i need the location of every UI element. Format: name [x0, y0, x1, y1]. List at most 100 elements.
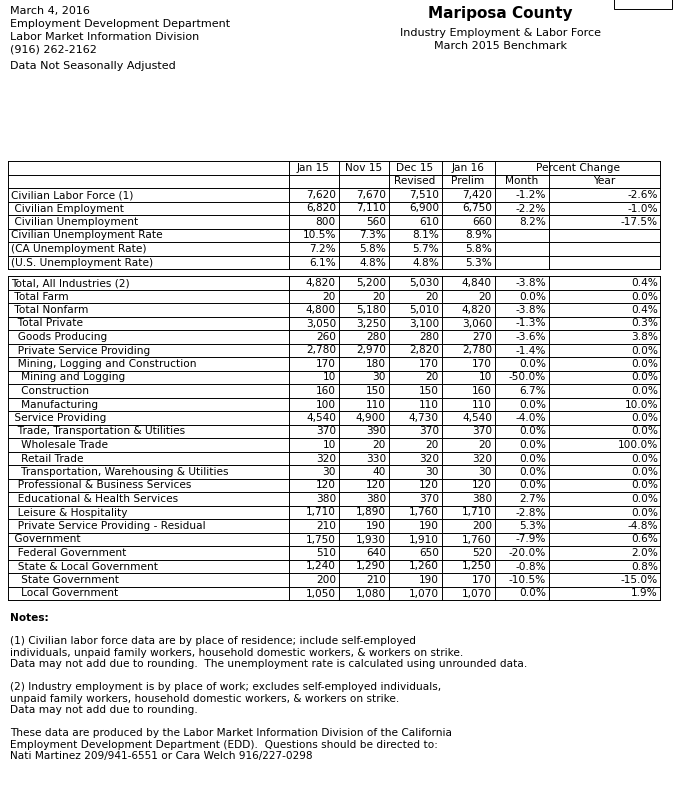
Text: 2,970: 2,970: [356, 345, 386, 356]
Text: 0.0%: 0.0%: [519, 359, 546, 369]
Text: Employment Development Department (EDD).  Questions should be directed to:: Employment Development Department (EDD).…: [10, 740, 438, 749]
Text: 5.3%: 5.3%: [465, 257, 492, 268]
Text: 120: 120: [419, 480, 439, 491]
Text: 650: 650: [419, 548, 439, 558]
Text: Total Private: Total Private: [11, 319, 83, 328]
Text: 200: 200: [316, 575, 336, 585]
Text: 7,420: 7,420: [462, 190, 492, 200]
Text: 0.0%: 0.0%: [519, 454, 546, 463]
Text: Prelim: Prelim: [452, 177, 485, 186]
Text: Total, All Industries (2): Total, All Industries (2): [11, 278, 130, 288]
Text: 0.0%: 0.0%: [519, 480, 546, 491]
Text: 0.0%: 0.0%: [519, 440, 546, 450]
Text: 210: 210: [316, 521, 336, 531]
Text: 7,110: 7,110: [356, 204, 386, 213]
Text: 5,030: 5,030: [409, 278, 439, 288]
Text: Notes:: Notes:: [10, 613, 49, 623]
Text: 370: 370: [419, 427, 439, 436]
Text: 0.0%: 0.0%: [519, 467, 546, 477]
Text: -1.3%: -1.3%: [515, 319, 546, 328]
Text: 0.0%: 0.0%: [631, 507, 658, 518]
Text: 4,820: 4,820: [306, 278, 336, 288]
Text: 1,710: 1,710: [306, 507, 336, 518]
Text: 8.2%: 8.2%: [519, 217, 546, 227]
Text: (U.S. Unemployment Rate): (U.S. Unemployment Rate): [11, 257, 153, 268]
Text: 110: 110: [472, 400, 492, 410]
Text: Data may not add due to rounding.: Data may not add due to rounding.: [10, 705, 198, 715]
Text: -4.8%: -4.8%: [628, 521, 658, 531]
Text: -17.5%: -17.5%: [621, 217, 658, 227]
Text: 7,620: 7,620: [306, 190, 336, 200]
Text: 110: 110: [366, 400, 386, 410]
Text: 6,750: 6,750: [462, 204, 492, 213]
Text: 6.1%: 6.1%: [309, 257, 336, 268]
Text: Leisure & Hospitality: Leisure & Hospitality: [11, 507, 128, 518]
Text: 3,250: 3,250: [356, 319, 386, 328]
Text: 160: 160: [316, 386, 336, 396]
Text: Civilian Unemployment: Civilian Unemployment: [11, 217, 138, 227]
Text: 2,780: 2,780: [306, 345, 336, 356]
Text: 1.9%: 1.9%: [631, 589, 658, 598]
Text: 800: 800: [316, 217, 336, 227]
Text: 5,010: 5,010: [409, 305, 439, 315]
Text: 150: 150: [366, 386, 386, 396]
Text: 1,050: 1,050: [306, 589, 336, 598]
Text: 120: 120: [316, 480, 336, 491]
Text: 2.7%: 2.7%: [520, 494, 546, 504]
Text: 610: 610: [419, 217, 439, 227]
Text: 0.0%: 0.0%: [631, 345, 658, 356]
Text: 0.0%: 0.0%: [631, 413, 658, 423]
Text: (2) Industry employment is by place of work; excludes self-employed individuals,: (2) Industry employment is by place of w…: [10, 682, 441, 692]
Text: individuals, unpaid family workers, household domestic workers, & workers on str: individuals, unpaid family workers, hous…: [10, 647, 463, 658]
Text: -0.8%: -0.8%: [515, 562, 546, 571]
Text: 20: 20: [426, 440, 439, 450]
Text: 4,540: 4,540: [462, 413, 492, 423]
Text: 2,780: 2,780: [462, 345, 492, 356]
Text: 4,900: 4,900: [356, 413, 386, 423]
Text: Private Service Providing: Private Service Providing: [11, 345, 150, 356]
Text: -3.8%: -3.8%: [515, 278, 546, 288]
Text: 20: 20: [373, 440, 386, 450]
Text: 30: 30: [373, 372, 386, 383]
Text: 10: 10: [479, 372, 492, 383]
Text: Civilian Labor Force (1): Civilian Labor Force (1): [11, 190, 133, 200]
Text: 0.0%: 0.0%: [631, 494, 658, 504]
Text: 4.8%: 4.8%: [412, 257, 439, 268]
Text: 0.0%: 0.0%: [631, 359, 658, 369]
Text: 10.0%: 10.0%: [624, 400, 658, 410]
Text: 2,820: 2,820: [409, 345, 439, 356]
Text: Goods Producing: Goods Producing: [11, 332, 107, 342]
Text: 10: 10: [322, 372, 336, 383]
Text: -20.0%: -20.0%: [509, 548, 546, 558]
Text: -50.0%: -50.0%: [509, 372, 546, 383]
Text: 160: 160: [472, 386, 492, 396]
Text: Transportation, Warehousing & Utilities: Transportation, Warehousing & Utilities: [11, 467, 228, 477]
Text: 0.0%: 0.0%: [519, 400, 546, 410]
Text: -1.0%: -1.0%: [628, 204, 658, 213]
Text: Nati Martinez 209/941-6551 or Cara Welch 916/227-0298: Nati Martinez 209/941-6551 or Cara Welch…: [10, 751, 313, 761]
Text: 3.8%: 3.8%: [631, 332, 658, 342]
Text: Data may not add due to rounding.  The unemployment rate is calculated using unr: Data may not add due to rounding. The un…: [10, 659, 527, 669]
Text: Dec 15: Dec 15: [396, 163, 434, 173]
Text: 0.6%: 0.6%: [631, 535, 658, 544]
Text: 510: 510: [316, 548, 336, 558]
Text: (1) Civilian labor force data are by place of residence; include self-employed: (1) Civilian labor force data are by pla…: [10, 636, 416, 646]
Text: 180: 180: [366, 359, 386, 369]
Text: 1,070: 1,070: [409, 589, 439, 598]
Text: 5.3%: 5.3%: [519, 521, 546, 531]
Text: Wholesale Trade: Wholesale Trade: [11, 440, 108, 450]
Text: 380: 380: [316, 494, 336, 504]
Text: Government: Government: [11, 535, 81, 544]
Text: 1,760: 1,760: [409, 507, 439, 518]
Text: 0.0%: 0.0%: [519, 292, 546, 301]
Text: 0.0%: 0.0%: [631, 467, 658, 477]
Text: 320: 320: [316, 454, 336, 463]
Text: 1,910: 1,910: [409, 535, 439, 544]
Text: 520: 520: [472, 548, 492, 558]
Text: 320: 320: [472, 454, 492, 463]
Text: unpaid family workers, household domestic workers, & workers on strike.: unpaid family workers, household domesti…: [10, 694, 399, 703]
Text: 4,730: 4,730: [409, 413, 439, 423]
Text: 0.0%: 0.0%: [631, 292, 658, 301]
Text: Year: Year: [594, 177, 615, 186]
Text: 5.7%: 5.7%: [412, 244, 439, 254]
